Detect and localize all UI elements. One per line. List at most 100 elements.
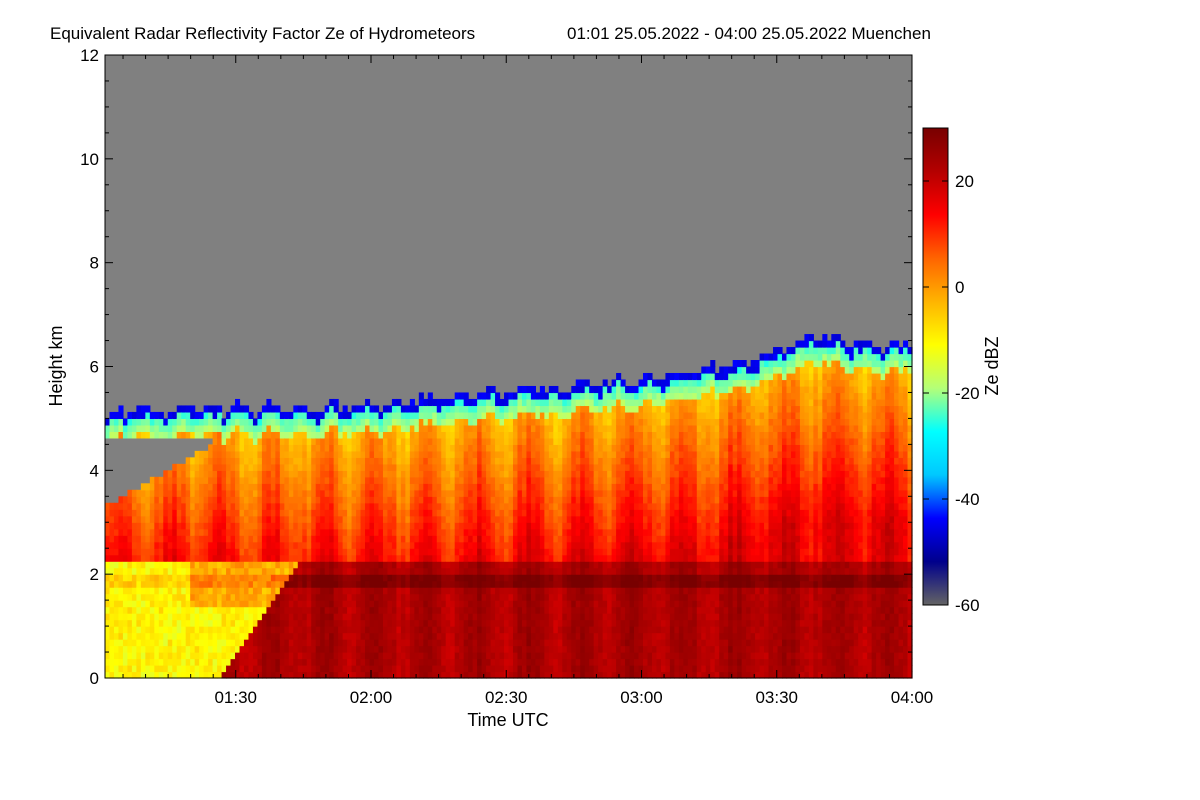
reflectivity-cell bbox=[181, 567, 187, 575]
reflectivity-cell bbox=[481, 483, 487, 491]
reflectivity-cell bbox=[351, 528, 357, 536]
reflectivity-cell bbox=[436, 535, 442, 543]
reflectivity-cell bbox=[638, 476, 644, 484]
reflectivity-cell bbox=[382, 619, 389, 627]
reflectivity-cell bbox=[140, 645, 146, 653]
reflectivity-cell bbox=[468, 437, 474, 445]
reflectivity-cell bbox=[113, 665, 120, 673]
reflectivity-cell bbox=[575, 418, 581, 426]
reflectivity-cell bbox=[351, 626, 357, 634]
reflectivity-cell bbox=[199, 619, 205, 627]
reflectivity-cell bbox=[517, 470, 523, 478]
reflectivity-cell bbox=[378, 574, 384, 582]
reflectivity-cell bbox=[504, 632, 510, 640]
reflectivity-cell bbox=[629, 411, 635, 420]
reflectivity-cell bbox=[369, 515, 375, 523]
reflectivity-cell bbox=[521, 470, 528, 478]
reflectivity-cell bbox=[243, 418, 250, 426]
reflectivity-cell bbox=[105, 600, 111, 608]
reflectivity-cell bbox=[432, 561, 438, 569]
reflectivity-cell bbox=[423, 567, 429, 575]
reflectivity-cell bbox=[539, 470, 545, 478]
reflectivity-cell bbox=[351, 502, 357, 510]
reflectivity-cell bbox=[333, 632, 339, 640]
reflectivity-cell bbox=[481, 632, 487, 640]
reflectivity-cell bbox=[521, 476, 528, 484]
reflectivity-cell bbox=[638, 632, 644, 640]
reflectivity-cell bbox=[405, 405, 411, 413]
reflectivity-cell bbox=[620, 515, 626, 523]
reflectivity-cell bbox=[315, 613, 321, 621]
reflectivity-cell bbox=[356, 483, 362, 491]
reflectivity-cell bbox=[544, 535, 550, 543]
reflectivity-cell bbox=[418, 515, 424, 523]
reflectivity-cell bbox=[400, 619, 406, 627]
reflectivity-cell bbox=[423, 593, 429, 601]
reflectivity-cell bbox=[391, 444, 398, 452]
reflectivity-cell bbox=[463, 431, 469, 439]
reflectivity-cell bbox=[176, 548, 182, 556]
reflectivity-cell bbox=[400, 535, 406, 543]
reflectivity-cell bbox=[145, 652, 151, 660]
reflectivity-cell bbox=[239, 639, 245, 647]
reflectivity-cell bbox=[181, 463, 187, 471]
reflectivity-cell bbox=[495, 392, 501, 400]
reflectivity-cell bbox=[369, 639, 375, 647]
reflectivity-cell bbox=[257, 671, 263, 679]
reflectivity-cell bbox=[176, 567, 182, 575]
reflectivity-cell bbox=[315, 567, 321, 575]
reflectivity-cell bbox=[185, 489, 191, 497]
reflectivity-cell bbox=[351, 437, 357, 445]
reflectivity-cell bbox=[194, 606, 200, 614]
reflectivity-cell bbox=[580, 626, 586, 634]
reflectivity-cell bbox=[212, 405, 218, 413]
reflectivity-cell bbox=[499, 658, 505, 666]
reflectivity-cell bbox=[324, 450, 330, 458]
reflectivity-cell bbox=[279, 457, 285, 465]
reflectivity-cell bbox=[544, 405, 550, 413]
reflectivity-cell bbox=[512, 457, 519, 465]
reflectivity-cell bbox=[320, 528, 326, 536]
reflectivity-cell bbox=[333, 476, 339, 484]
reflectivity-cell bbox=[239, 671, 245, 679]
reflectivity-cell bbox=[499, 580, 505, 588]
reflectivity-cell bbox=[257, 548, 263, 556]
reflectivity-cell bbox=[634, 632, 640, 640]
reflectivity-cell bbox=[378, 671, 384, 679]
reflectivity-cell bbox=[293, 548, 299, 556]
reflectivity-cell bbox=[382, 567, 389, 575]
reflectivity-cell bbox=[589, 470, 595, 478]
reflectivity-cell bbox=[517, 528, 523, 536]
reflectivity-cell bbox=[634, 463, 640, 471]
reflectivity-cell bbox=[517, 457, 523, 465]
reflectivity-cell bbox=[391, 463, 398, 471]
reflectivity-cell bbox=[548, 606, 554, 614]
reflectivity-cell bbox=[553, 450, 559, 458]
reflectivity-cell bbox=[261, 431, 267, 439]
reflectivity-cell bbox=[320, 632, 326, 640]
reflectivity-cell bbox=[127, 665, 133, 673]
reflectivity-cell bbox=[154, 541, 160, 549]
reflectivity-cell bbox=[338, 652, 344, 660]
reflectivity-cell bbox=[163, 600, 169, 608]
reflectivity-cell bbox=[347, 470, 353, 478]
reflectivity-cell bbox=[324, 483, 330, 491]
reflectivity-cell bbox=[418, 398, 424, 407]
reflectivity-cell bbox=[351, 593, 357, 601]
reflectivity-cell bbox=[634, 444, 640, 452]
reflectivity-cell bbox=[279, 496, 285, 504]
reflectivity-cell bbox=[468, 587, 474, 595]
reflectivity-cell bbox=[235, 437, 241, 445]
reflectivity-cell bbox=[566, 619, 572, 627]
reflectivity-cell bbox=[539, 424, 545, 432]
reflectivity-cell bbox=[584, 496, 590, 504]
reflectivity-cell bbox=[315, 509, 321, 517]
reflectivity-cell bbox=[113, 593, 120, 601]
reflectivity-cell bbox=[611, 509, 617, 517]
reflectivity-cell bbox=[436, 587, 442, 595]
reflectivity-cell bbox=[468, 450, 474, 458]
reflectivity-cell bbox=[176, 489, 182, 497]
reflectivity-cell bbox=[275, 567, 281, 575]
reflectivity-cell bbox=[208, 645, 214, 653]
reflectivity-cell bbox=[544, 580, 550, 588]
